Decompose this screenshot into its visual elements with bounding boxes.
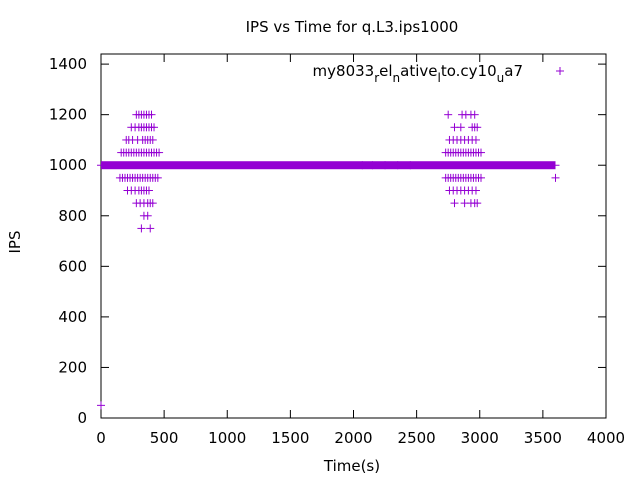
- data-point: [148, 199, 157, 208]
- x-tick-label: 3500: [524, 429, 562, 447]
- data-point: [150, 123, 159, 132]
- x-tick-label: 4000: [587, 429, 625, 447]
- y-tick-label: 600: [58, 257, 87, 275]
- legend-marker: [556, 67, 564, 75]
- legend-text: a7: [504, 62, 523, 80]
- data-point: [473, 123, 482, 132]
- y-tick-label: 1200: [49, 106, 87, 124]
- x-tick-label: 1500: [271, 429, 309, 447]
- x-tick-label: 2000: [334, 429, 372, 447]
- x-tick-label: 0: [96, 429, 106, 447]
- legend-subscript: r: [374, 71, 379, 85]
- data-point: [137, 224, 146, 233]
- legend-subscript: n: [393, 71, 401, 85]
- data-point: [146, 224, 155, 233]
- legend-text: my8033: [313, 62, 375, 80]
- x-tick-label: 500: [150, 429, 179, 447]
- data-point: [406, 161, 415, 170]
- chart-title: IPS vs Time for q.L3.ips1000: [246, 18, 459, 36]
- data-point: [456, 123, 465, 132]
- data-point: [477, 148, 486, 157]
- plot-border: [100, 53, 607, 419]
- data-point: [97, 401, 105, 410]
- data-point: [358, 161, 367, 170]
- data-point: [381, 161, 390, 170]
- data-series: [97, 110, 560, 410]
- x-tick-label: 1000: [208, 429, 246, 447]
- y-tick-label: 1400: [49, 55, 87, 73]
- data-point: [148, 135, 157, 144]
- data-point: [473, 199, 482, 208]
- legend-label: my8033relnativelto.cy10ua7: [313, 62, 523, 85]
- legend-text: to.cy10: [441, 62, 497, 80]
- data-point: [471, 135, 480, 144]
- x-tick-label: 3000: [461, 429, 499, 447]
- y-tick-label: 800: [58, 207, 87, 225]
- data-point: [551, 173, 560, 182]
- x-axis-title: Time(s): [323, 457, 380, 475]
- legend-subscript: u: [497, 71, 505, 85]
- data-point: [393, 161, 402, 170]
- data-point: [450, 199, 459, 208]
- data-point: [153, 173, 162, 182]
- legend-text: el: [379, 62, 392, 80]
- data-point: [155, 148, 164, 157]
- data-point: [470, 110, 479, 119]
- legend-text: ative: [400, 62, 437, 80]
- x-tick-label: 2500: [398, 429, 436, 447]
- y-tick-label: 200: [58, 358, 87, 376]
- legend-subscript: l: [438, 71, 441, 85]
- data-point: [144, 186, 153, 195]
- data-point: [143, 211, 152, 220]
- data-point: [477, 173, 486, 182]
- y-axis-title: IPS: [6, 231, 24, 254]
- data-point: [147, 110, 156, 119]
- data-point: [444, 110, 453, 119]
- y-tick-label: 400: [58, 308, 87, 326]
- data-point: [471, 186, 480, 195]
- y-tick-label: 1000: [49, 156, 87, 174]
- y-tick-label: 0: [77, 409, 87, 427]
- data-point: [368, 161, 377, 170]
- axes: 0 500 1000 1500 2000 2500 3000 3500 4000 0 200 400 6…: [49, 53, 625, 447]
- legend: my8033relnativelto.cy10ua7: [313, 62, 564, 85]
